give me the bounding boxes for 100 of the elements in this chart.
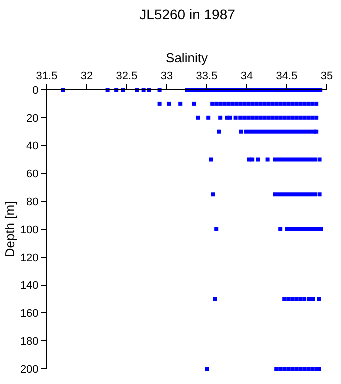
point xyxy=(290,367,295,371)
point xyxy=(306,367,311,371)
point xyxy=(314,116,319,120)
point xyxy=(246,116,251,120)
point xyxy=(282,297,287,302)
point xyxy=(286,102,291,106)
point xyxy=(256,158,260,162)
point xyxy=(296,130,300,134)
y-axis-title: Depth [m] xyxy=(2,201,18,258)
y-tick-label: 40 xyxy=(26,140,39,153)
point xyxy=(310,102,315,106)
point xyxy=(310,367,315,371)
x-tick-label: 32 xyxy=(80,70,94,83)
point xyxy=(205,367,209,371)
point xyxy=(262,116,267,120)
point xyxy=(274,367,279,371)
point xyxy=(213,297,217,302)
point xyxy=(308,130,312,134)
point xyxy=(260,130,264,134)
point xyxy=(309,228,313,232)
point xyxy=(302,297,307,302)
point xyxy=(313,158,317,162)
point xyxy=(288,130,292,134)
point xyxy=(228,116,232,120)
y-tick-label: 80 xyxy=(26,196,39,208)
point xyxy=(298,102,303,106)
point xyxy=(280,130,284,134)
x-tick-label: 33 xyxy=(160,70,174,83)
point xyxy=(274,102,279,106)
point xyxy=(248,130,252,134)
point xyxy=(278,228,283,232)
point xyxy=(218,116,223,120)
point xyxy=(211,192,216,197)
point xyxy=(230,102,235,106)
point xyxy=(270,116,275,120)
point xyxy=(276,130,280,134)
y-tick-label: 100 xyxy=(20,224,39,236)
point xyxy=(307,297,312,302)
y-tick-label: 200 xyxy=(20,364,39,376)
y-tick-label: 60 xyxy=(26,168,39,181)
point xyxy=(234,116,238,120)
point xyxy=(311,297,316,302)
point xyxy=(196,116,200,120)
point xyxy=(290,116,295,120)
x-tick-label: 31.5 xyxy=(36,70,58,83)
point xyxy=(256,130,260,134)
y-tick-label: 120 xyxy=(20,252,39,264)
point xyxy=(252,130,256,134)
point xyxy=(264,130,268,134)
point xyxy=(298,116,303,120)
point xyxy=(317,297,321,302)
point xyxy=(290,297,295,302)
point xyxy=(167,102,172,106)
point xyxy=(192,102,196,106)
y-tick-label: 0 xyxy=(32,84,39,97)
x-tick-label: 34 xyxy=(240,70,254,83)
point xyxy=(318,192,322,197)
point xyxy=(273,158,277,162)
point xyxy=(222,102,227,106)
point xyxy=(266,158,270,162)
point xyxy=(242,116,247,120)
x-tick-label: 34.5 xyxy=(276,70,298,83)
point xyxy=(278,116,283,120)
point xyxy=(250,102,255,106)
point xyxy=(266,102,271,106)
point xyxy=(304,130,308,134)
point xyxy=(226,102,231,106)
point xyxy=(278,367,283,371)
point xyxy=(210,102,215,106)
x-axis-title: Salinity xyxy=(166,50,208,66)
point xyxy=(258,102,263,106)
point xyxy=(306,102,311,106)
x-tick-label: 35 xyxy=(320,70,334,83)
point xyxy=(301,228,305,232)
point xyxy=(272,130,276,134)
point xyxy=(274,116,279,120)
point xyxy=(282,102,287,106)
point xyxy=(313,228,317,232)
point xyxy=(239,130,244,134)
point xyxy=(234,102,239,106)
point xyxy=(310,116,315,120)
point xyxy=(306,116,311,120)
point xyxy=(268,130,272,134)
x-tick-label: 32.5 xyxy=(116,70,138,83)
point xyxy=(158,102,162,106)
point xyxy=(209,158,213,162)
point xyxy=(289,228,293,232)
point xyxy=(278,102,283,106)
point xyxy=(286,116,291,120)
point xyxy=(294,102,299,106)
point xyxy=(294,116,299,120)
point xyxy=(314,102,319,106)
point xyxy=(178,102,183,106)
point xyxy=(314,130,319,134)
point xyxy=(282,367,287,371)
point xyxy=(302,116,307,120)
point xyxy=(238,102,243,106)
y-tick-label: 140 xyxy=(20,280,39,292)
point xyxy=(262,102,267,106)
point xyxy=(258,116,263,120)
